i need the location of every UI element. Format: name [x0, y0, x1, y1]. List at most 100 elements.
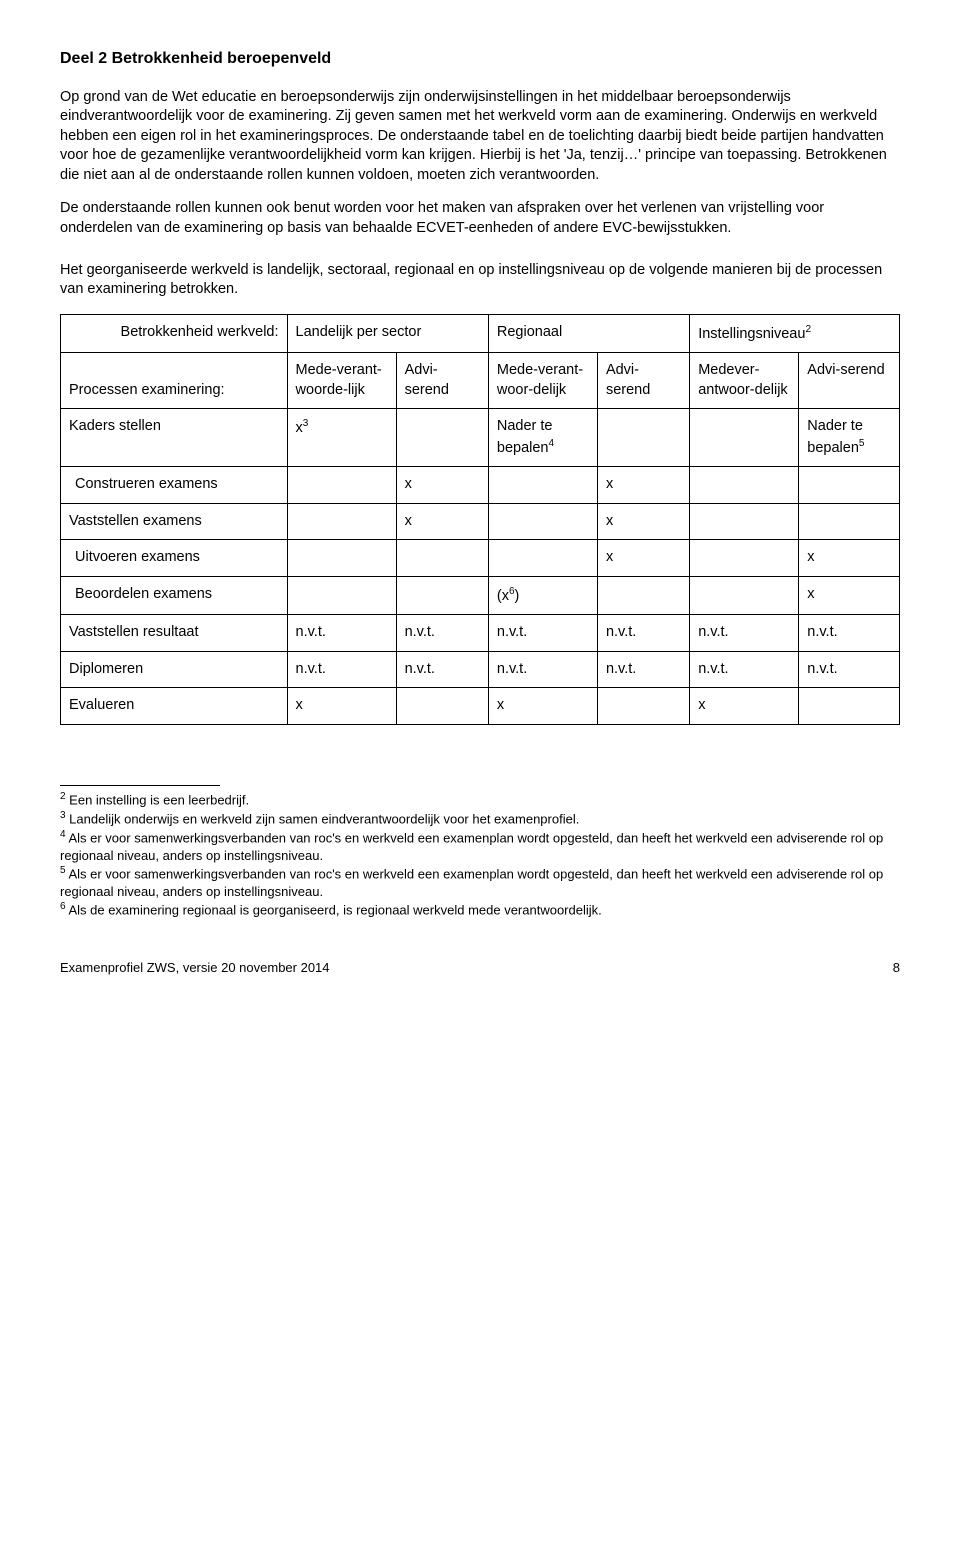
footnote-text: Landelijk onderwijs en werkveld zijn sam…	[66, 811, 580, 826]
row-label: Diplomeren	[61, 651, 288, 688]
header-col3-label: Instellingsniveau	[698, 325, 805, 341]
footnote-4: 4 Als er voor samenwerkingsverbanden van…	[60, 828, 900, 864]
cell	[488, 540, 597, 577]
footnote-text: Een instelling is een leerbedrijf.	[66, 792, 250, 807]
cell: x	[799, 576, 900, 614]
cell: x	[597, 540, 689, 577]
row-label: Beoordelen examens	[61, 576, 288, 614]
footnote-6: 6 Als de examinering regionaal is georga…	[60, 900, 900, 919]
table-row: Vaststellen examens x x	[61, 503, 900, 540]
paragraph-2: De onderstaande rollen kunnen ook benut …	[60, 199, 900, 238]
cell: n.v.t.	[287, 651, 396, 688]
cell: n.v.t.	[597, 615, 689, 652]
cell: n.v.t.	[396, 615, 488, 652]
subheader-c3: Mede-verant-woor-delijk	[488, 353, 597, 409]
footnote-text: Als er voor samenwerkingsverbanden van r…	[60, 866, 883, 899]
paragraph-1: Op grond van de Wet educatie en beroepso…	[60, 88, 900, 186]
footer-left: Examenprofiel ZWS, versie 20 november 20…	[60, 959, 330, 977]
row-label: Kaders stellen	[61, 409, 288, 467]
cell: n.v.t.	[287, 615, 396, 652]
table-row: Uitvoeren examens x x	[61, 540, 900, 577]
cell-text: x	[296, 420, 303, 436]
table-header-row: Betrokkenheid werkveld: Landelijk per se…	[61, 314, 900, 352]
footnotes: 2 Een instelling is een leerbedrijf. 3 L…	[60, 790, 900, 919]
cell: x	[799, 540, 900, 577]
cell-sup: 5	[859, 438, 865, 449]
footnote-text: Als er voor samenwerkingsverbanden van r…	[60, 830, 883, 863]
cell	[690, 576, 799, 614]
cell-text: (x	[497, 588, 509, 604]
cell: x	[488, 688, 597, 725]
paragraph-3: Het georganiseerde werkveld is landelijk…	[60, 261, 900, 300]
cell: n.v.t.	[690, 615, 799, 652]
cell: n.v.t.	[799, 651, 900, 688]
table-row: Diplomeren n.v.t. n.v.t. n.v.t. n.v.t. n…	[61, 651, 900, 688]
cell	[597, 409, 689, 467]
footnote-text: Als de examinering regionaal is georgani…	[66, 903, 602, 918]
cell	[690, 467, 799, 504]
cell: x3	[287, 409, 396, 467]
subheader-c6: Advi-serend	[799, 353, 900, 409]
footnote-5: 5 Als er voor samenwerkingsverbanden van…	[60, 864, 900, 900]
row-label: Evalueren	[61, 688, 288, 725]
footnote-separator	[60, 785, 220, 786]
cell	[396, 540, 488, 577]
header-col-instelling: Instellingsniveau2	[690, 314, 900, 352]
subheader-c5: Medever-antwoor-delijk	[690, 353, 799, 409]
header-col-landelijk: Landelijk per sector	[287, 314, 488, 352]
cell	[287, 503, 396, 540]
table-row: Beoordelen examens (x6) x	[61, 576, 900, 614]
cell	[799, 688, 900, 725]
cell: x	[597, 467, 689, 504]
table-row: Kaders stellen x3 Nader te bepalen4 Nade…	[61, 409, 900, 467]
cell: x	[396, 503, 488, 540]
cell-text: Nader te bepalen	[497, 418, 553, 455]
cell-sup: 3	[303, 418, 309, 429]
cell	[799, 503, 900, 540]
cell	[287, 576, 396, 614]
cell: n.v.t.	[488, 615, 597, 652]
table-row: Construeren examens x x	[61, 467, 900, 504]
subheader-c1: Mede-verant-woorde-lijk	[287, 353, 396, 409]
cell: (x6)	[488, 576, 597, 614]
subheader-c4: Advi-serend	[597, 353, 689, 409]
section-heading: Deel 2 Betrokkenheid beroepenveld	[60, 48, 900, 70]
cell	[488, 503, 597, 540]
cell: n.v.t.	[690, 651, 799, 688]
cell-text: )	[515, 588, 520, 604]
subheader-left-label: Processen examinering:	[61, 353, 288, 409]
table-row: Evalueren x x x	[61, 688, 900, 725]
header-col-regionaal: Regionaal	[488, 314, 689, 352]
header-left-label: Betrokkenheid werkveld:	[61, 314, 288, 352]
header-col3-sup: 2	[805, 324, 811, 335]
cell: x	[287, 688, 396, 725]
cell: x	[396, 467, 488, 504]
cell	[396, 576, 488, 614]
cell: n.v.t.	[597, 651, 689, 688]
cell	[287, 540, 396, 577]
cell	[396, 409, 488, 467]
row-label: Vaststellen resultaat	[61, 615, 288, 652]
cell: n.v.t.	[396, 651, 488, 688]
cell	[799, 467, 900, 504]
footnote-3: 3 Landelijk onderwijs en werkveld zijn s…	[60, 809, 900, 828]
row-label: Vaststellen examens	[61, 503, 288, 540]
footer-right: 8	[893, 959, 900, 977]
cell	[690, 540, 799, 577]
cell: x	[597, 503, 689, 540]
involvement-table: Betrokkenheid werkveld: Landelijk per se…	[60, 314, 900, 725]
row-label: Construeren examens	[61, 467, 288, 504]
table-row: Vaststellen resultaat n.v.t. n.v.t. n.v.…	[61, 615, 900, 652]
cell: Nader te bepalen5	[799, 409, 900, 467]
subheader-c2: Advi-serend	[396, 353, 488, 409]
cell: Nader te bepalen4	[488, 409, 597, 467]
cell	[488, 467, 597, 504]
page-footer: Examenprofiel ZWS, versie 20 november 20…	[60, 959, 900, 977]
cell-text: Nader te bepalen	[807, 418, 863, 455]
cell	[690, 503, 799, 540]
table-subheader-row: Processen examinering: Mede-verant-woord…	[61, 353, 900, 409]
footnote-2: 2 Een instelling is een leerbedrijf.	[60, 790, 900, 809]
cell	[287, 467, 396, 504]
cell	[597, 576, 689, 614]
cell-sup: 4	[548, 438, 554, 449]
